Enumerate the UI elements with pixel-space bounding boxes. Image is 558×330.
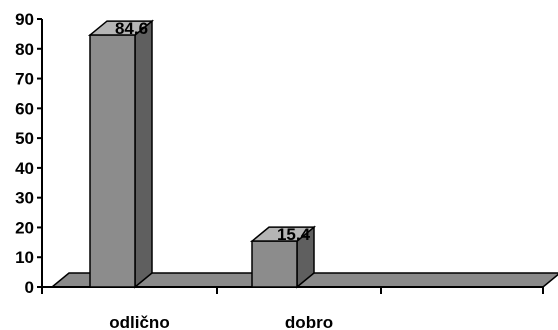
chart-labels: 84.6 15.4 odlično dobro (109, 19, 333, 330)
y-tick-label: 50 (15, 129, 34, 148)
y-tick-label: 70 (15, 70, 34, 89)
x-category-label: dobro (285, 313, 333, 330)
x-category-label: odlično (109, 313, 169, 330)
chart-bars (87, 19, 317, 289)
y-tick-label: 90 (15, 10, 34, 29)
y-tick-label: 40 (15, 159, 34, 178)
y-tick-label: 30 (15, 189, 34, 208)
y-tick-label: 20 (15, 218, 34, 237)
bar-front (251, 240, 298, 288)
y-tick-label: 0 (25, 278, 34, 297)
bar (87, 19, 155, 289)
y-tick-label: 60 (15, 99, 34, 118)
bar-front (89, 34, 136, 288)
bar (249, 225, 317, 289)
bar-side (134, 19, 153, 289)
y-tick-label: 80 (15, 40, 34, 59)
chart-axes: 0 10 20 30 40 50 60 70 80 90 (15, 10, 544, 297)
y-tick-label: 10 (15, 248, 34, 267)
data-label: 84.6 (115, 19, 148, 38)
data-label: 15.4 (277, 225, 311, 244)
